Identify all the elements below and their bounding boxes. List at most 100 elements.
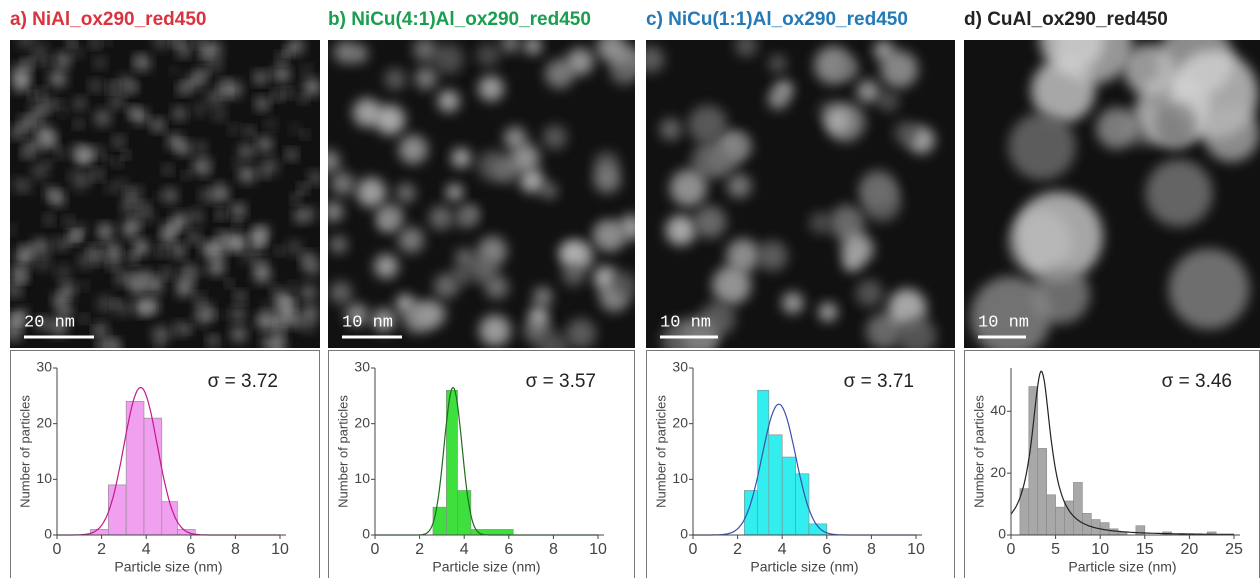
particle bbox=[93, 327, 101, 336]
micrograph bbox=[646, 40, 955, 348]
bar bbox=[757, 389, 770, 536]
particle bbox=[257, 313, 272, 329]
particle bbox=[212, 186, 228, 201]
particle bbox=[309, 172, 320, 184]
particle bbox=[275, 247, 283, 255]
particle bbox=[44, 215, 54, 224]
particle bbox=[95, 110, 111, 126]
particle bbox=[96, 343, 104, 348]
particle bbox=[196, 69, 208, 81]
particle bbox=[195, 40, 205, 47]
particle bbox=[152, 119, 164, 131]
particle bbox=[1145, 159, 1213, 227]
particle bbox=[104, 156, 111, 163]
particle bbox=[80, 315, 88, 323]
particle bbox=[838, 58, 859, 79]
histogram-frame bbox=[964, 350, 1260, 583]
particle bbox=[155, 193, 162, 200]
particle bbox=[398, 226, 425, 253]
sigma-label: σ = 3.46 bbox=[1162, 371, 1232, 392]
particle bbox=[261, 158, 278, 175]
particle bbox=[182, 172, 190, 179]
micrograph-content bbox=[328, 40, 635, 348]
particle bbox=[10, 225, 15, 235]
x-tick-label: 5 bbox=[1051, 541, 1060, 558]
particle bbox=[177, 142, 190, 155]
particle bbox=[826, 109, 851, 134]
particle bbox=[154, 40, 170, 49]
particle bbox=[98, 225, 112, 240]
particle bbox=[209, 259, 224, 275]
particle bbox=[818, 302, 838, 322]
panel-title: d) CuAl_ox290_red450 bbox=[964, 9, 1168, 30]
bar bbox=[1046, 494, 1056, 536]
particle bbox=[558, 240, 584, 267]
particle bbox=[70, 232, 78, 240]
particle bbox=[646, 46, 665, 73]
x-tick-label: 25 bbox=[1225, 541, 1243, 558]
y-tick-label: 0 bbox=[998, 526, 1006, 542]
y-axis-label: Number of particles bbox=[971, 395, 986, 508]
particle bbox=[141, 209, 154, 223]
particle bbox=[188, 232, 200, 244]
x-axis-label: Particle size (nm) bbox=[1068, 559, 1176, 575]
particle bbox=[128, 253, 138, 263]
y-tick-label: 40 bbox=[990, 402, 1006, 418]
sigma-label: σ = 3.72 bbox=[208, 371, 278, 392]
particle bbox=[91, 40, 100, 48]
particle bbox=[726, 238, 760, 273]
bar bbox=[1028, 386, 1039, 536]
histogram-frame bbox=[646, 350, 955, 583]
bar bbox=[1108, 528, 1119, 536]
particle bbox=[1039, 40, 1105, 73]
particle bbox=[130, 187, 142, 199]
bar bbox=[768, 434, 783, 536]
particle bbox=[56, 100, 64, 108]
particle bbox=[106, 183, 115, 193]
particle bbox=[562, 263, 585, 286]
y-tick-label: 10 bbox=[354, 470, 370, 486]
particle bbox=[12, 126, 24, 138]
x-tick-label: 8 bbox=[231, 541, 240, 558]
particle bbox=[178, 44, 190, 57]
bar bbox=[1135, 525, 1146, 536]
particle bbox=[610, 270, 635, 299]
x-tick-label: 4 bbox=[778, 541, 787, 558]
scale-bar-label: 10 nm bbox=[660, 313, 711, 332]
particle bbox=[30, 104, 46, 120]
particle bbox=[95, 57, 105, 68]
particle bbox=[226, 280, 233, 287]
particle bbox=[266, 70, 275, 79]
particle bbox=[133, 59, 143, 69]
particle bbox=[254, 266, 270, 283]
particle bbox=[93, 169, 103, 179]
particle bbox=[478, 75, 504, 102]
particle bbox=[241, 249, 256, 263]
scale-bar-label: 10 nm bbox=[978, 313, 1029, 332]
particle bbox=[37, 88, 46, 97]
particle bbox=[54, 294, 67, 307]
particle bbox=[235, 292, 245, 302]
particle bbox=[303, 207, 317, 221]
particle bbox=[78, 97, 85, 104]
particle bbox=[288, 40, 304, 54]
particle bbox=[124, 189, 134, 199]
x-tick-label: 4 bbox=[142, 541, 151, 558]
particle bbox=[194, 142, 206, 154]
particle bbox=[194, 294, 205, 304]
particle bbox=[292, 194, 301, 203]
particle bbox=[372, 308, 396, 332]
particle bbox=[37, 256, 50, 270]
particle bbox=[1008, 112, 1076, 181]
particle bbox=[69, 40, 76, 46]
y-tick-label: 20 bbox=[354, 414, 370, 430]
x-tick-label: 15 bbox=[1136, 541, 1154, 558]
particle bbox=[163, 189, 177, 202]
particle bbox=[172, 214, 187, 229]
particle bbox=[275, 330, 285, 340]
particle bbox=[544, 59, 575, 89]
particle bbox=[122, 199, 137, 213]
particle bbox=[108, 82, 118, 92]
particle bbox=[757, 240, 788, 272]
panel-title: b) NiCu(4:1)Al_ox290_red450 bbox=[328, 9, 591, 30]
